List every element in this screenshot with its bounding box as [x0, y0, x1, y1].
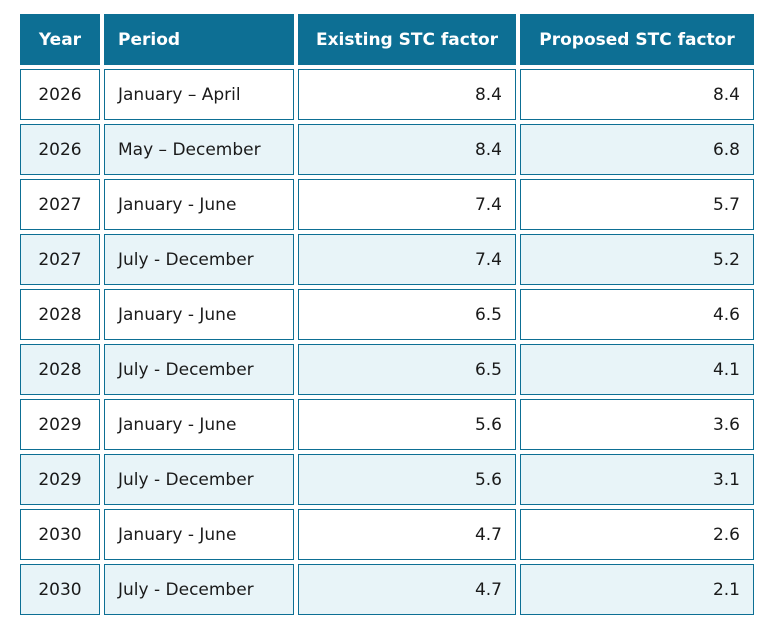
cell-proposed: 8.4: [520, 69, 754, 120]
cell-year: 2026: [20, 124, 100, 175]
cell-period: May – December: [104, 124, 294, 175]
cell-existing: 4.7: [298, 564, 516, 615]
cell-period: July - December: [104, 454, 294, 505]
column-header-proposed: Proposed STC factor: [520, 14, 754, 65]
cell-existing: 5.6: [298, 454, 516, 505]
cell-existing: 8.4: [298, 124, 516, 175]
cell-period: July - December: [104, 234, 294, 285]
table-row: 2029 January - June 5.6 3.6: [20, 399, 754, 450]
column-header-year: Year: [20, 14, 100, 65]
cell-period: January - June: [104, 509, 294, 560]
cell-proposed: 4.1: [520, 344, 754, 395]
page: Year Period Existing STC factor Proposed ST…: [16, 10, 758, 619]
cell-proposed: 2.6: [520, 509, 754, 560]
cell-period: January - June: [104, 399, 294, 450]
cell-existing: 8.4: [298, 69, 516, 120]
cell-period: July - December: [104, 344, 294, 395]
table-row: 2027 January - June 7.4 5.7: [20, 179, 754, 230]
stc-factor-table: Year Period Existing STC factor Proposed ST…: [16, 10, 758, 619]
cell-period: January - June: [104, 289, 294, 340]
column-header-period: Period: [104, 14, 294, 65]
cell-year: 2028: [20, 344, 100, 395]
cell-period: January - June: [104, 179, 294, 230]
cell-year: 2028: [20, 289, 100, 340]
cell-existing: 4.7: [298, 509, 516, 560]
cell-existing: 7.4: [298, 179, 516, 230]
table-row: 2028 January - June 6.5 4.6: [20, 289, 754, 340]
cell-existing: 7.4: [298, 234, 516, 285]
cell-proposed: 6.8: [520, 124, 754, 175]
cell-year: 2029: [20, 454, 100, 505]
table-row: 2027 July - December 7.4 5.2: [20, 234, 754, 285]
cell-proposed: 5.7: [520, 179, 754, 230]
table-row: 2029 July - December 5.6 3.1: [20, 454, 754, 505]
table-row: 2030 July - December 4.7 2.1: [20, 564, 754, 615]
cell-period: January – April: [104, 69, 294, 120]
cell-period: July - December: [104, 564, 294, 615]
table-row: 2026 January – April 8.4 8.4: [20, 69, 754, 120]
cell-proposed: 4.6: [520, 289, 754, 340]
cell-year: 2029: [20, 399, 100, 450]
table-row: 2030 January - June 4.7 2.6: [20, 509, 754, 560]
cell-year: 2030: [20, 509, 100, 560]
table-header-row: Year Period Existing STC factor Proposed ST…: [20, 14, 754, 65]
table-row: 2026 May – December 8.4 6.8: [20, 124, 754, 175]
cell-existing: 6.5: [298, 344, 516, 395]
table-row: 2028 July - December 6.5 4.1: [20, 344, 754, 395]
cell-proposed: 3.6: [520, 399, 754, 450]
cell-proposed: 5.2: [520, 234, 754, 285]
cell-proposed: 2.1: [520, 564, 754, 615]
cell-proposed: 3.1: [520, 454, 754, 505]
cell-existing: 6.5: [298, 289, 516, 340]
table-header: Year Period Existing STC factor Proposed ST…: [20, 14, 754, 65]
cell-year: 2030: [20, 564, 100, 615]
cell-year: 2027: [20, 179, 100, 230]
cell-year: 2027: [20, 234, 100, 285]
table-body: 2026 January – April 8.4 8.4 2026 May – Decem…: [20, 69, 754, 615]
column-header-existing: Existing STC factor: [298, 14, 516, 65]
cell-existing: 5.6: [298, 399, 516, 450]
cell-year: 2026: [20, 69, 100, 120]
